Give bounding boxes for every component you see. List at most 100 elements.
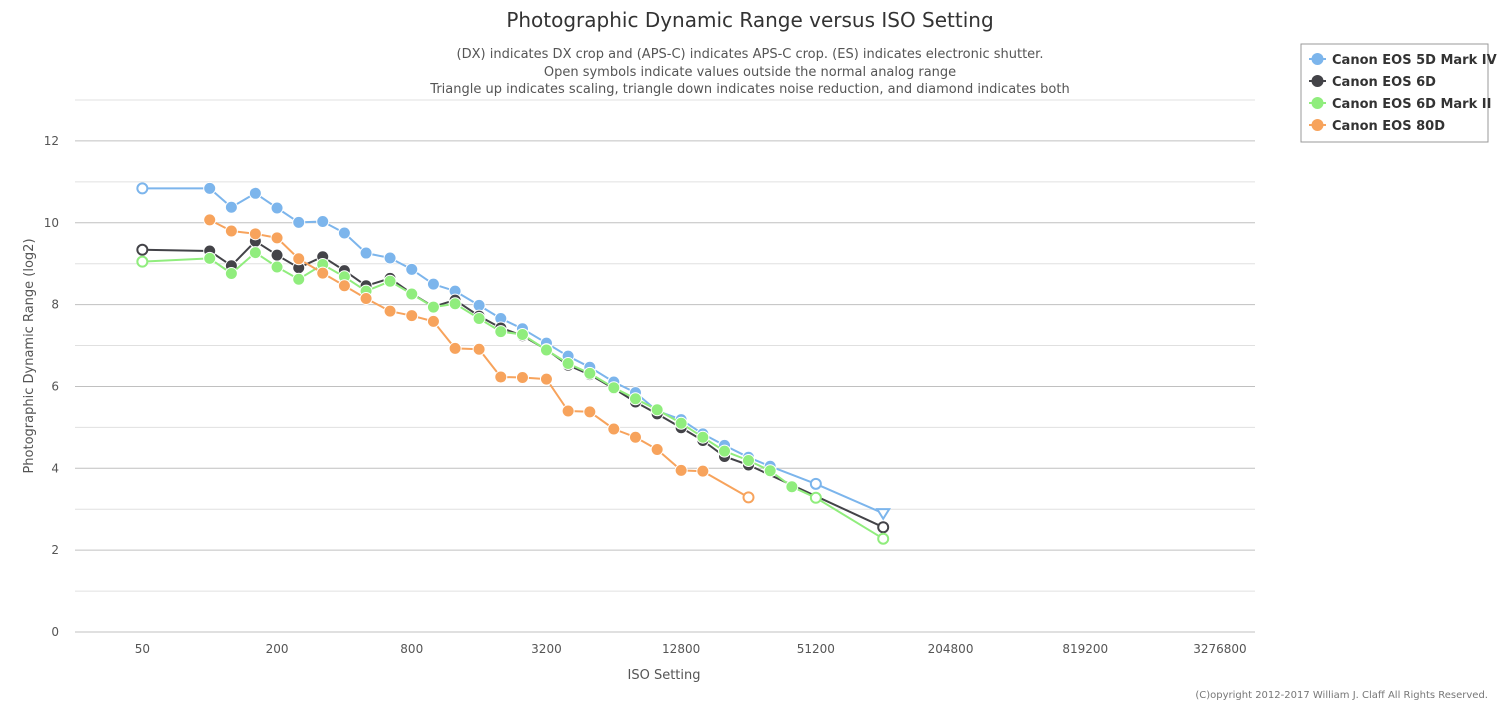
canon-eos-80d-point[interactable] <box>337 279 351 293</box>
canon-eos-6d-point[interactable] <box>136 243 149 256</box>
canon-eos-6d-mark-ii-point[interactable] <box>494 325 508 339</box>
legend-marker-swatch <box>1311 53 1324 65</box>
canon-eos-80d-point[interactable] <box>742 491 755 504</box>
canon-eos-80d-point[interactable] <box>316 266 330 280</box>
canon-eos-6d-mark-ii-point[interactable] <box>248 246 262 260</box>
canon-eos-6d-mark-ii-point[interactable] <box>650 403 664 417</box>
canon-eos-80d-point[interactable] <box>472 342 486 356</box>
x-axis-ticks: 50 200 800 3200 12800 51200 204800 819200 327680… <box>135 642 1247 656</box>
canon-eos-6d-mark-ii-point[interactable] <box>607 381 621 395</box>
canon-eos-80d-point[interactable] <box>426 314 440 328</box>
x-tick-label: 51200 <box>797 642 835 656</box>
legend-item-canon-eos-80d[interactable]: Canon EOS 80D <box>1309 119 1445 134</box>
y-tick-label: 6 <box>51 379 59 393</box>
legend-item-canon-eos-6d-mark-ii[interactable]: Canon EOS 6D Mark II <box>1309 97 1491 112</box>
canon-eos-6d-mark-ii-point[interactable] <box>472 312 486 326</box>
canon-eos-80d-point[interactable] <box>383 304 397 318</box>
canon-eos-5d-mark-iv-point[interactable] <box>136 182 149 195</box>
canon-eos-80d-point[interactable] <box>650 442 664 456</box>
chart-subtitle-line-1: (DX) indicates DX crop and (APS-C) indic… <box>457 47 1044 62</box>
y-axis-ticks: 0 2 4 6 8 10 12 <box>44 134 59 639</box>
canon-eos-5d-mark-iv-point[interactable] <box>203 181 217 195</box>
canon-eos-80d-point[interactable] <box>607 422 621 436</box>
canon-eos-80d-point[interactable] <box>583 405 597 419</box>
canon-eos-5d-mark-iv-point[interactable] <box>224 200 238 214</box>
canon-eos-5d-mark-iv-point[interactable] <box>809 477 822 490</box>
canon-eos-6d-mark-ii-point[interactable] <box>785 480 799 494</box>
legend-marker-swatch <box>1311 97 1324 109</box>
x-tick-label: 819200 <box>1062 642 1108 656</box>
canon-eos-6d-line <box>141 240 885 529</box>
legend-label: Canon EOS 80D <box>1332 119 1445 134</box>
canon-eos-6d-mark-ii-point[interactable] <box>583 366 597 380</box>
canon-eos-6d-mark-ii-point[interactable] <box>561 357 575 371</box>
canon-eos-5d-mark-iv-point[interactable] <box>292 215 306 229</box>
y-tick-label: 12 <box>44 134 59 148</box>
canon-eos-80d-point[interactable] <box>628 430 642 444</box>
canon-eos-80d-point[interactable] <box>696 464 710 478</box>
series-layer <box>136 181 892 545</box>
canon-eos-80d-point[interactable] <box>292 252 306 266</box>
legend-item-canon-eos-5d-mark-iv[interactable]: Canon EOS 5D Mark IV <box>1309 53 1497 68</box>
series-canon-eos-6d-mark-ii <box>136 246 890 545</box>
grid-lines <box>75 99 1255 633</box>
legend-marker-swatch <box>1311 75 1324 87</box>
canon-eos-6d-mark-ii-point[interactable] <box>270 260 284 274</box>
x-axis-label: ISO Setting <box>628 668 701 683</box>
legend-label: Canon EOS 5D Mark IV <box>1332 53 1497 68</box>
canon-eos-5d-mark-iv-point[interactable] <box>337 226 351 240</box>
canon-eos-6d-mark-ii-point[interactable] <box>224 267 238 281</box>
canon-eos-6d-mark-ii-point[interactable] <box>763 464 777 478</box>
canon-eos-80d-point[interactable] <box>405 309 419 323</box>
canon-eos-6d-point[interactable] <box>270 248 284 262</box>
canon-eos-80d-point[interactable] <box>674 463 688 477</box>
x-tick-label: 50 <box>135 642 150 656</box>
canon-eos-6d-mark-ii-point[interactable] <box>628 392 642 406</box>
x-tick-label: 200 <box>266 642 289 656</box>
canon-eos-6d-mark-ii-point[interactable] <box>292 272 306 286</box>
canon-eos-6d-mark-ii-point[interactable] <box>809 491 822 504</box>
canon-eos-6d-mark-ii-point[interactable] <box>742 454 756 468</box>
y-tick-label: 0 <box>51 625 59 639</box>
canon-eos-6d-mark-ii-point[interactable] <box>448 297 462 311</box>
canon-eos-80d-point[interactable] <box>224 224 238 238</box>
canon-eos-6d-mark-ii-point[interactable] <box>405 287 419 301</box>
canon-eos-6d-mark-ii-point[interactable] <box>426 300 440 314</box>
canon-eos-5d-mark-iv-point[interactable] <box>405 262 419 276</box>
y-tick-label: 4 <box>51 461 59 475</box>
canon-eos-5d-mark-iv-point[interactable] <box>270 201 284 215</box>
chart-subtitle-line-3: Triangle up indicates scaling, triangle … <box>429 82 1069 97</box>
canon-eos-80d-line <box>208 218 750 499</box>
canon-eos-5d-mark-iv-point[interactable] <box>383 251 397 265</box>
canon-eos-5d-mark-iv-point[interactable] <box>875 508 892 521</box>
canon-eos-6d-mark-ii-point[interactable] <box>515 327 529 341</box>
canon-eos-6d-point[interactable] <box>877 521 890 534</box>
canon-eos-5d-mark-iv-point[interactable] <box>248 186 262 200</box>
chart-subtitle-line-2: Open symbols indicate values outside the… <box>544 65 956 80</box>
canon-eos-6d-mark-ii-point[interactable] <box>383 274 397 288</box>
canon-eos-6d-mark-ii-point[interactable] <box>877 532 890 545</box>
canon-eos-6d-mark-ii-point[interactable] <box>136 255 149 268</box>
canon-eos-5d-mark-iv-point[interactable] <box>426 277 440 291</box>
canon-eos-80d-point[interactable] <box>203 213 217 227</box>
canon-eos-80d-point[interactable] <box>359 291 373 305</box>
legend-item-canon-eos-6d[interactable]: Canon EOS 6D <box>1309 75 1436 90</box>
canon-eos-6d-mark-ii-point[interactable] <box>674 416 688 430</box>
legend[interactable]: Canon EOS 5D Mark IV Canon EOS 6D Canon EO… <box>1300 43 1497 143</box>
canon-eos-5d-mark-iv-point[interactable] <box>359 246 373 260</box>
canon-eos-80d-point[interactable] <box>561 404 575 418</box>
canon-eos-6d-mark-ii-point[interactable] <box>203 251 217 265</box>
canon-eos-80d-point[interactable] <box>539 372 553 386</box>
canon-eos-80d-point[interactable] <box>448 341 462 355</box>
canon-eos-6d-mark-ii-point[interactable] <box>718 444 732 458</box>
canon-eos-6d-mark-ii-point[interactable] <box>696 430 710 444</box>
y-tick-label: 10 <box>44 216 59 230</box>
canon-eos-6d-mark-ii-point[interactable] <box>539 343 553 357</box>
canon-eos-80d-point[interactable] <box>494 370 508 384</box>
canon-eos-5d-mark-iv-point[interactable] <box>316 215 330 229</box>
canon-eos-80d-point[interactable] <box>248 227 262 241</box>
canon-eos-80d-point[interactable] <box>515 370 529 384</box>
canon-eos-80d-point[interactable] <box>270 231 284 245</box>
legend-marker-swatch <box>1311 119 1324 131</box>
